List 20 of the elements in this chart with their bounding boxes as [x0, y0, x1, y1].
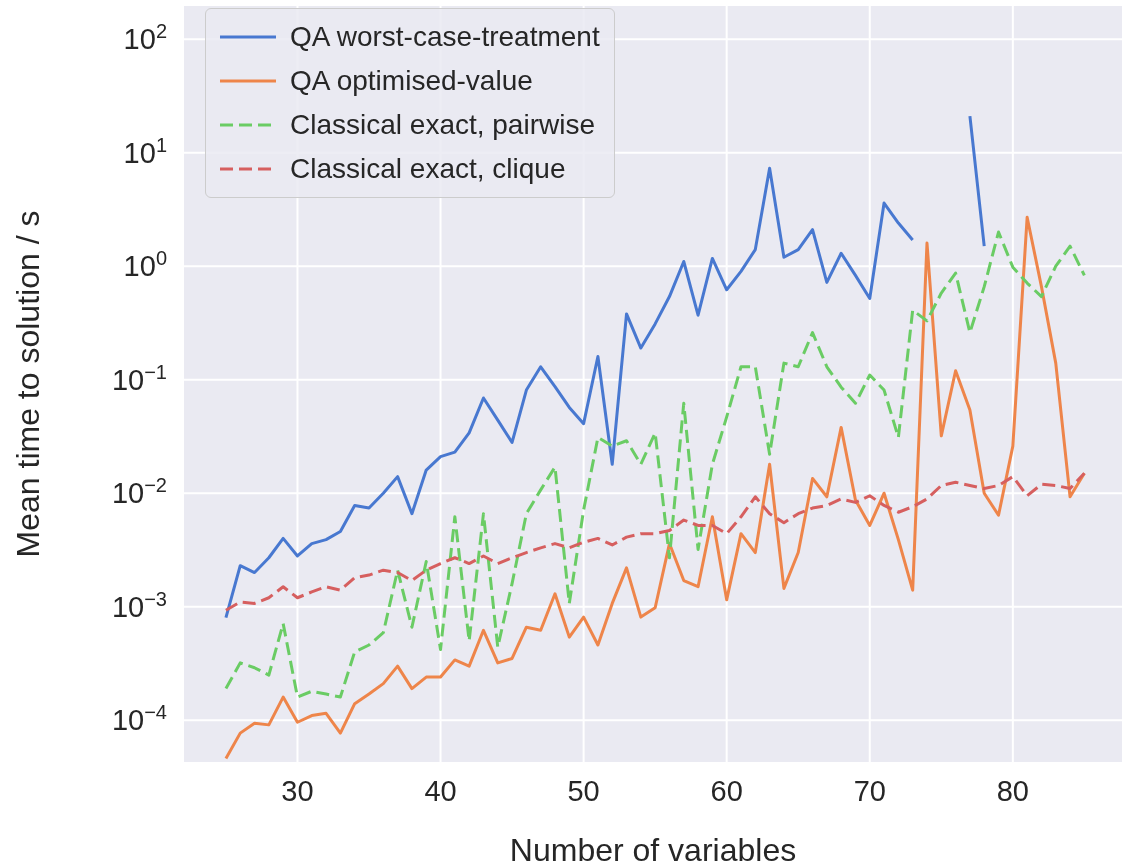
y-tick-label: 10$^{−2}$ — [111, 474, 167, 510]
x-tick-label: 40 — [424, 775, 457, 807]
legend-label: QA optimised-value — [290, 65, 533, 97]
legend-label: QA worst-case-treatment — [290, 21, 600, 53]
legend-label: Classical exact, pairwise — [290, 109, 595, 141]
y-axis-title: Mean time to solution / s — [10, 210, 47, 558]
x-tick-label: 60 — [710, 775, 743, 807]
y-tick-label: 10$^{0}$ — [123, 247, 167, 283]
y-tick-label: 10$^{−3}$ — [111, 587, 167, 623]
x-tick-label: 70 — [853, 775, 886, 807]
y-tick-label: 10$^{−4}$ — [111, 701, 167, 737]
line-series — [224, 471, 1086, 612]
y-tick-label: 10$^{2}$ — [123, 20, 167, 56]
x-tick-label: 50 — [567, 775, 600, 807]
legend-label: Classical exact, clique — [290, 153, 566, 185]
x-tick-label: 80 — [996, 775, 1029, 807]
y-tick-label: 10$^{−1}$ — [111, 360, 167, 396]
x-tick-label: 30 — [281, 775, 314, 807]
y-tick-label: 10$^{1}$ — [123, 133, 167, 169]
x-axis-title: Number of variables — [509, 832, 797, 865]
